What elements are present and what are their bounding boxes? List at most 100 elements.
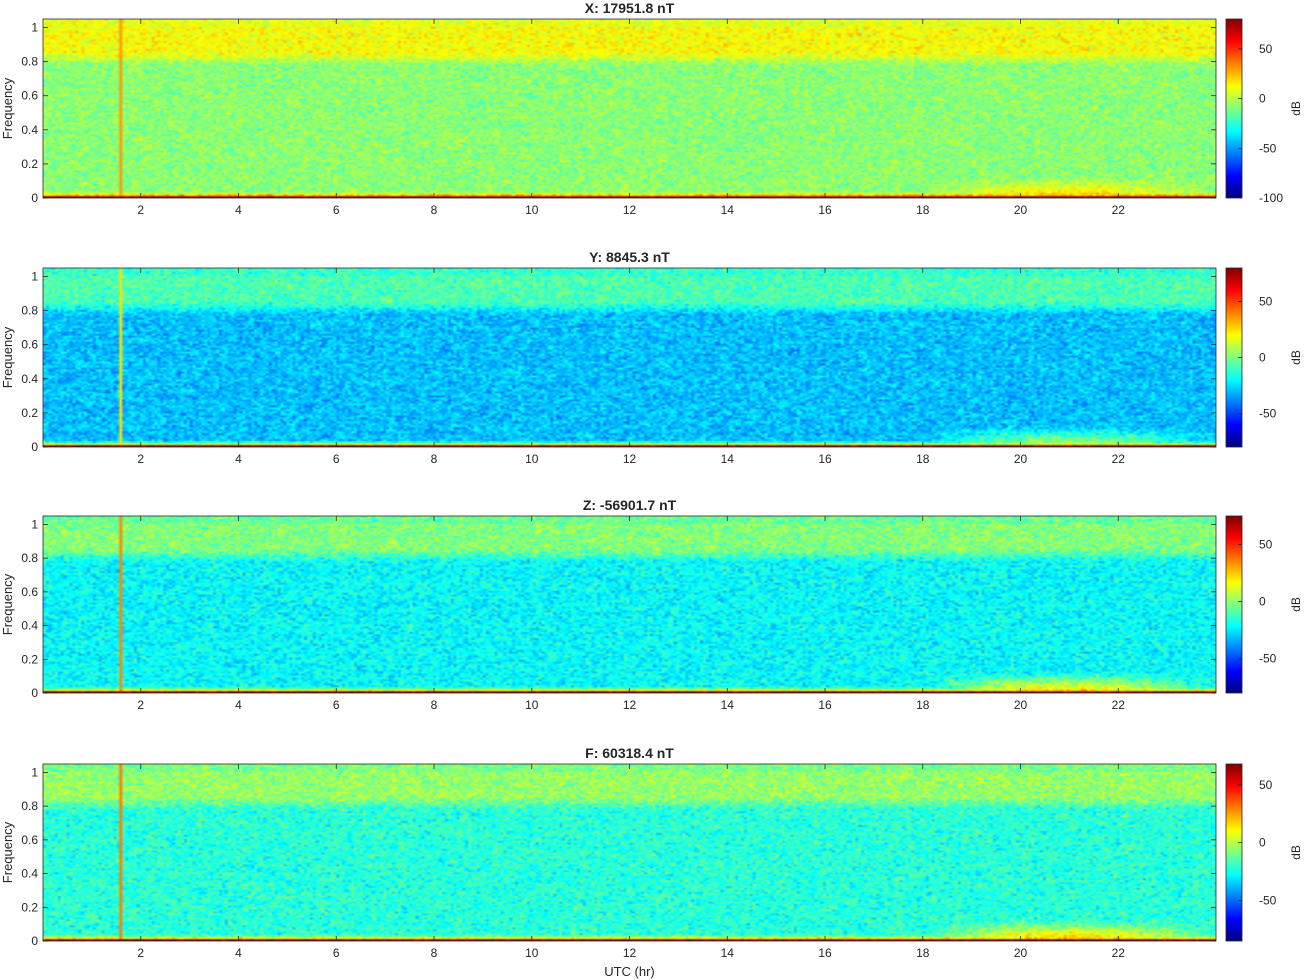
colorbar-tick-label: -50 [1259,652,1277,666]
x-tick-label: 22 [1112,698,1126,712]
x-tick-label: 12 [623,203,637,217]
panel-title: F: 60318.4 nT [585,745,674,761]
x-tick-label: 20 [1014,452,1028,466]
colorbar-frame [1225,18,1243,199]
colorbar-tick-label: 0 [1259,92,1266,106]
y-tick-label: 0.4 [21,867,38,881]
x-tick-label: 20 [1014,698,1028,712]
colorbar-label: dB [1289,845,1303,860]
x-tick-label: 6 [333,203,340,217]
x-tick-label: 12 [623,452,637,466]
y-tick-label: 0.2 [21,406,38,420]
x-tick-label: 6 [333,452,340,466]
colorbar-tick-label: 50 [1259,295,1273,309]
y-tick-label: 0.8 [21,551,38,565]
y-axis-label: Frequency [0,326,15,388]
y-axis-label: Frequency [0,77,15,139]
x-tick-label: 4 [235,698,242,712]
x-tick-label: 14 [721,698,735,712]
x-axis-label: UTC (hr) [604,964,655,979]
colorbar: -50 0 50 dB [1225,763,1303,942]
colorbar-frame [1225,515,1243,694]
x-tick-label: 8 [431,452,438,466]
colorbar-tick-label: -50 [1259,141,1277,155]
x-tick-label: 22 [1112,203,1126,217]
spectrogram-heatmap [43,268,1216,447]
colorbar-tick-label: 50 [1259,42,1273,56]
x-tick-label: 8 [431,946,438,960]
y-tick-label: 0.6 [21,833,38,847]
spectrogram-heatmap [43,19,1216,198]
colorbar-gradient [1226,19,1242,198]
y-tick-label: 0 [31,440,38,454]
y-tick-label: 1 [31,21,38,35]
x-tick-label: 2 [137,946,144,960]
colorbar-tick-label: 50 [1259,778,1273,792]
x-tick-label: 4 [235,946,242,960]
x-tick-label: 6 [333,698,340,712]
x-tick-label: 18 [916,452,930,466]
colorbar-tick-label: 0 [1259,595,1266,609]
x-tick-label: 16 [818,452,832,466]
x-tick-label: 10 [525,946,539,960]
x-tick-label: 8 [431,698,438,712]
y-tick-label: 0.8 [21,799,38,813]
x-tick-label: 14 [721,946,735,960]
colorbar-label: dB [1289,597,1303,612]
x-tick-label: 16 [818,698,832,712]
x-tick-label: 18 [916,946,930,960]
x-tick-label: 4 [235,452,242,466]
spectrogram-panel-4: F: 60318.4 nT2 4 6 8 10 12 14 16 18 20 2200.20.40.… [0,745,1303,979]
colorbar: -50 0 50 dB [1225,267,1303,448]
x-tick-label: 2 [137,203,144,217]
y-tick-label: 0.2 [21,157,38,171]
colorbar-gradient [1226,516,1242,693]
spectrogram-panel-1: X: 17951.8 nT 2 4 6 8 10 12 14 16 18 20 22 0 0.2 0.4 0.… [0,0,1303,217]
spectrogram-panel-3: Z: -56901.7 nT2 4 6 8 10 12 14 16 18 20 2200.20.40… [0,497,1303,712]
x-tick-label: 8 [431,203,438,217]
x-tick-label: 10 [525,203,539,217]
y-tick-label: 0.4 [21,372,38,386]
y-tick-label: 1 [31,270,38,284]
x-tick-label: 16 [818,203,832,217]
x-tick-label: 2 [137,452,144,466]
y-tick-label: 0.6 [21,338,38,352]
x-tick-label: 12 [623,946,637,960]
spectrogram-heatmap [43,516,1216,693]
x-tick-label: 22 [1112,452,1126,466]
y-tick-label: 0.2 [21,652,38,666]
x-tick-label: 14 [721,203,735,217]
x-tick-label: 10 [525,452,539,466]
spectrogram-panel-2: Y: 8845.3 nT2 4 6 8 10 12 14 16 18 20 2200.20.40.6… [0,249,1303,466]
colorbar-frame [1225,763,1243,942]
x-tick-label: 20 [1014,203,1028,217]
y-tick-label: 0.6 [21,585,38,599]
colorbar-tick-label: 0 [1259,351,1266,365]
colorbar-tick-label: -50 [1259,406,1277,420]
y-tick-label: 0.2 [21,900,38,914]
y-tick-label: 0.4 [21,123,38,137]
x-tick-label: 18 [916,203,930,217]
colorbar-tick-label: -100 [1259,191,1283,205]
panel-title: Z: -56901.7 nT [583,497,677,513]
x-tick-label: 4 [235,203,242,217]
x-tick-label: 2 [137,698,144,712]
y-axis-label: Frequency [0,821,15,883]
x-tick-label: 18 [916,698,930,712]
y-tick-label: 0 [31,934,38,948]
panel-title: X: 17951.8 nT [585,0,675,16]
colorbar: -50 0 50 dB [1225,515,1303,694]
colorbar-gradient [1226,764,1242,941]
panel-title: Y: 8845.3 nT [589,249,670,265]
colorbar-tick-label: 50 [1259,538,1273,552]
colorbar-tick-label: 0 [1259,836,1266,850]
y-tick-label: 0.8 [21,304,38,318]
y-tick-label: 0.8 [21,55,38,69]
x-tick-label: 6 [333,946,340,960]
y-tick-label: 0 [31,686,38,700]
colorbar-label: dB [1289,350,1303,365]
y-tick-label: 0.6 [21,89,38,103]
y-tick-label: 1 [31,517,38,531]
colorbar-label: dB [1289,101,1303,116]
